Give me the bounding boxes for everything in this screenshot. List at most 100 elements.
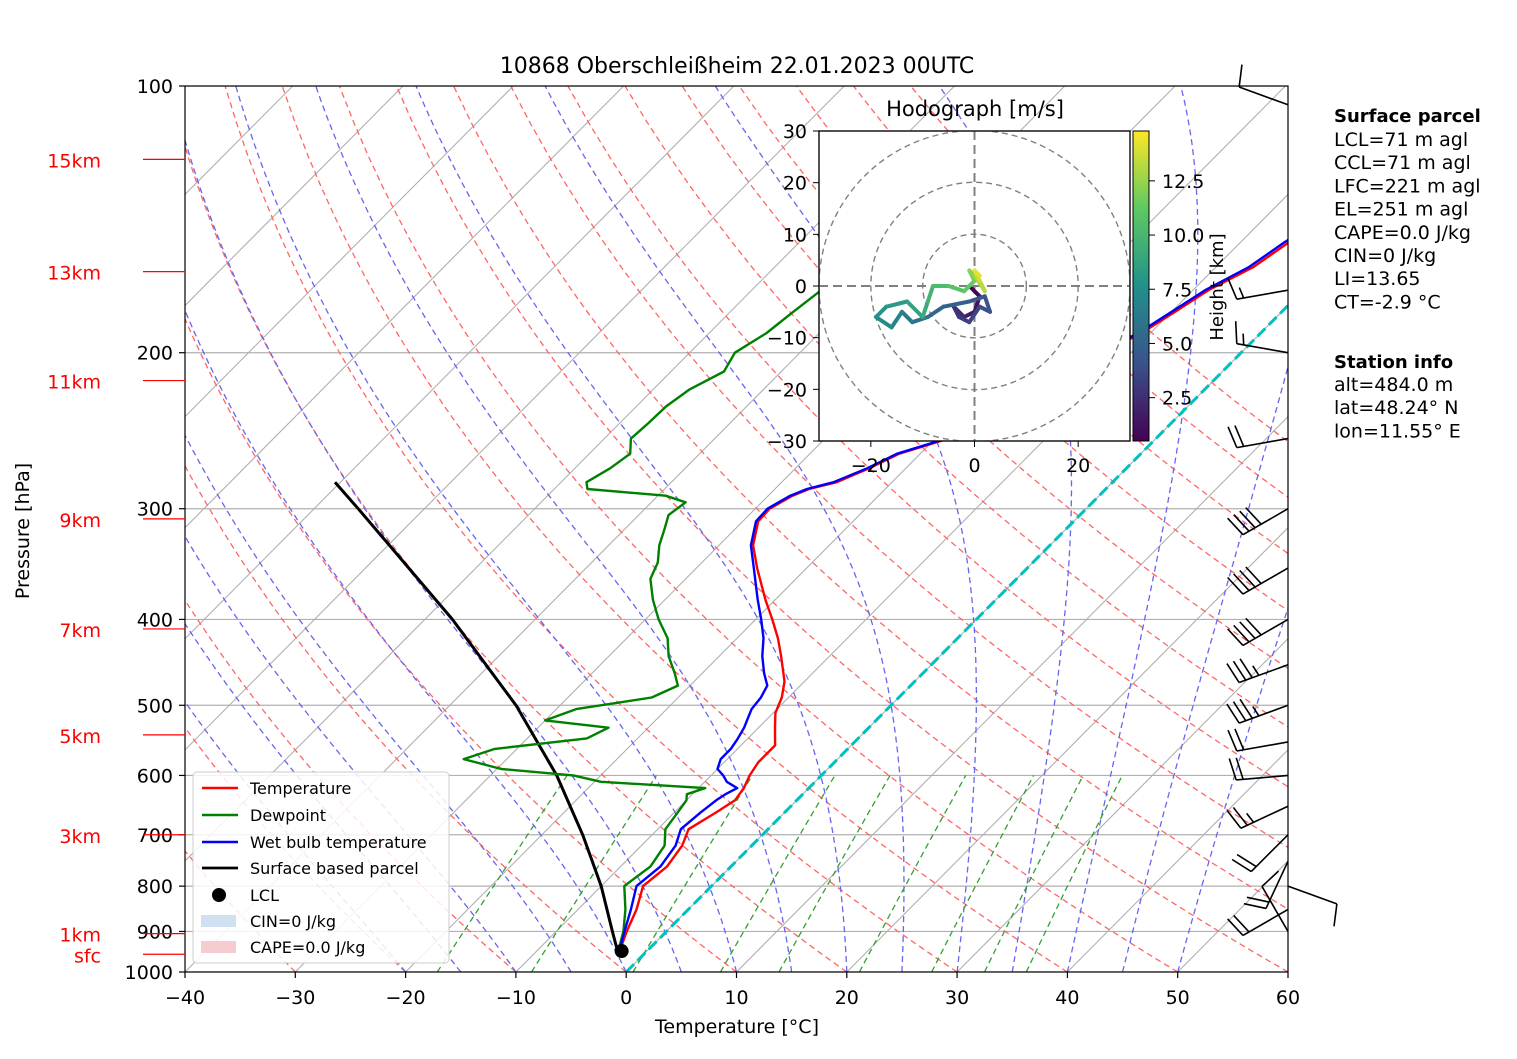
barb-flag: [1227, 426, 1238, 448]
isotherm-line: [736, 415, 1288, 972]
x-tick-label: −30: [275, 987, 315, 1009]
station-info-title: Station info: [1334, 352, 1453, 373]
colorbar-ticks: 2.5 5.0 7.5 10.0 12.5: [1149, 171, 1204, 410]
hodograph-segment: [889, 309, 904, 330]
zero-isotherm: [625, 303, 1288, 972]
isotherm-line: [846, 526, 1288, 972]
barb-flag: [1226, 663, 1240, 683]
mixing-ratio-line: [632, 775, 753, 972]
y-tick-label: 600: [137, 765, 173, 787]
barb-flag: [1227, 628, 1244, 646]
barb-half-flag: [1252, 705, 1260, 717]
moist-adiabat-line: [1177, 606, 1288, 972]
legend: Temperature Dewpoint Wet bulb temperatur…: [192, 771, 450, 964]
mixing-ratio-line: [530, 775, 657, 972]
height-label: 3km: [59, 826, 101, 848]
y-tick-label: 500: [137, 695, 173, 717]
barb-flag: [1228, 758, 1237, 781]
hodograph-x-tick-label: 20: [1066, 455, 1090, 477]
y-axis-label: Pressure [hPa]: [12, 463, 34, 599]
barb-flag: [1232, 660, 1247, 681]
hodograph-y-tick-label: 0: [795, 276, 807, 298]
barb-flag: [1239, 569, 1256, 588]
legend-item-lcl: LCL: [250, 886, 279, 905]
wind-barbs: [1226, 64, 1338, 937]
barb-flag: [1233, 624, 1250, 643]
moist-adiabat-line: [185, 535, 517, 972]
barb-flag: [1233, 573, 1250, 592]
barb-staff: [1236, 289, 1289, 300]
surface-parcel-line: CIN=0 J/kg: [1334, 245, 1436, 267]
hodograph-y-tick-label: 20: [783, 173, 807, 195]
height-label: sfc: [74, 945, 101, 967]
barb-half-flag: [1238, 287, 1245, 299]
y-tick-label: 700: [137, 825, 173, 847]
y-tick-label: 800: [137, 876, 173, 898]
mixing-ratio-line: [719, 775, 836, 972]
moist-adiabat-line: [235, 86, 738, 972]
mixing-ratio-line: [858, 775, 967, 972]
barb-flag: [1232, 701, 1247, 722]
isotherm-line: [185, 86, 845, 751]
wind-barb: [1227, 566, 1289, 595]
dry-adiabat-line: [185, 726, 407, 972]
barb-staff: [1238, 86, 1289, 106]
dry-adiabats: [185, 86, 1288, 972]
hodograph-segment: [874, 304, 889, 319]
hodograph-segment: [967, 284, 982, 299]
zero-isotherm-line: [625, 303, 1288, 972]
hodograph-x-tick-label: 0: [968, 455, 980, 477]
hodograph: −20 0 20 30 20 10 0 −10 −20 −30 Hodograph [m/s] 2…: [767, 97, 1228, 477]
hodograph-rings: [819, 131, 1130, 441]
legend-item-dewpoint: Dewpoint: [250, 806, 326, 825]
y-axis-ticks: 1000 900 800 700 600 500 400 300 200 100: [125, 76, 185, 984]
dry-adiabat-line: [395, 86, 1288, 972]
height-label: 7km: [59, 620, 101, 642]
dewpoint-profile: [462, 155, 1015, 955]
station-info-line: lat=48.24° N: [1334, 397, 1458, 419]
barb-staff: [1236, 741, 1289, 752]
isotherm-line: [515, 193, 1288, 972]
height-label: 15km: [47, 150, 101, 172]
surface-parcel-line: CCL=71 m agl: [1334, 152, 1471, 174]
surface-parcel-line: LI=13.65: [1334, 268, 1421, 290]
mixing-ratio-lines: [436, 775, 1123, 972]
station-info-line: lon=11.55° E: [1334, 420, 1461, 442]
barb-flag: [1245, 566, 1262, 585]
barb-flag: [1239, 510, 1256, 529]
barb-half-flag: [1252, 665, 1260, 676]
barb-staff: [1236, 342, 1289, 354]
barb-flag: [1233, 914, 1250, 933]
wind-barb: [1238, 64, 1289, 106]
barb-flag: [1227, 729, 1238, 752]
legend-item-wetbulb: Wet bulb temperature: [250, 833, 427, 852]
hodograph-segment: [967, 294, 987, 304]
barb-staff: [1242, 618, 1289, 647]
parcel-profile: [333, 481, 620, 955]
barb-flag: [1227, 918, 1244, 937]
dry-adiabat-line: [281, 86, 1068, 972]
barb-flag: [1239, 698, 1253, 719]
moist-adiabat-line: [1121, 364, 1288, 972]
dry-adiabat-line: [567, 86, 1288, 788]
barb-flag: [1227, 517, 1244, 536]
hodograph-segment: [962, 278, 977, 294]
barb-flag: [1243, 902, 1267, 910]
x-tick-label: −40: [165, 987, 205, 1009]
barb-flag: [1246, 896, 1270, 903]
hodograph-segment: [972, 268, 982, 278]
hodograph-y-tick-label: 30: [783, 121, 807, 143]
moist-adiabat-line: [544, 86, 905, 972]
isotherm-line: [956, 637, 1288, 972]
surface-parcel-title: Surface parcel: [1334, 106, 1481, 127]
height-label: 11km: [47, 372, 101, 394]
wind-barb: [1227, 617, 1289, 647]
colorbar-label: Height [km]: [1207, 233, 1228, 340]
height-label: 9km: [59, 510, 101, 532]
hodograph-segment: [884, 299, 910, 309]
mixing-ratio-line: [778, 775, 891, 972]
hodograph-segment: [967, 304, 982, 325]
barb-staff: [1240, 805, 1289, 829]
station-info-line: alt=484.0 m: [1334, 374, 1453, 396]
